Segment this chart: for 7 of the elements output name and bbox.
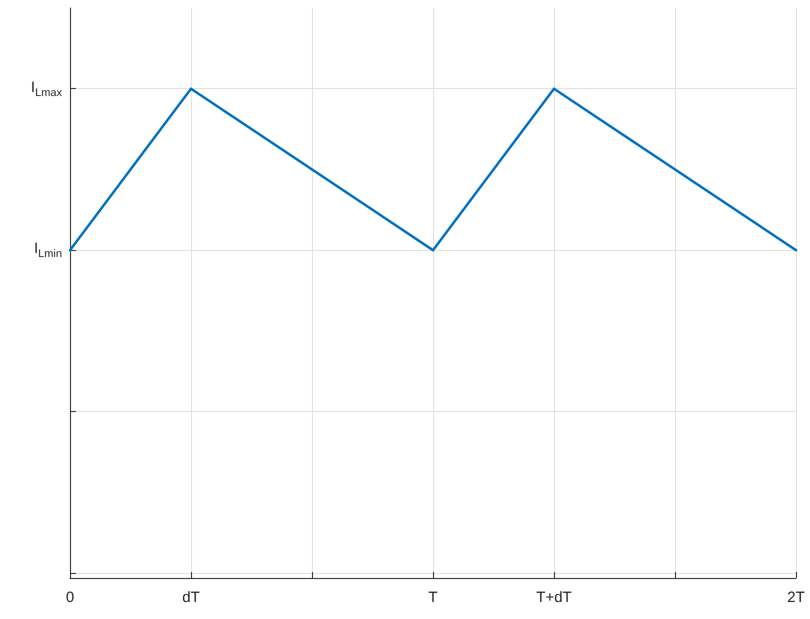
x-tick-label: dT (182, 589, 200, 606)
x-tick-label: 0 (66, 589, 74, 606)
x-tick-label: T (428, 589, 438, 606)
x-tick-label: 2T (787, 589, 805, 606)
text: I$_{Lmin}$ (34, 240, 62, 260)
x-tick-label: T+dT (536, 589, 572, 606)
text: I$_{Lmax}$ (30, 78, 62, 99)
